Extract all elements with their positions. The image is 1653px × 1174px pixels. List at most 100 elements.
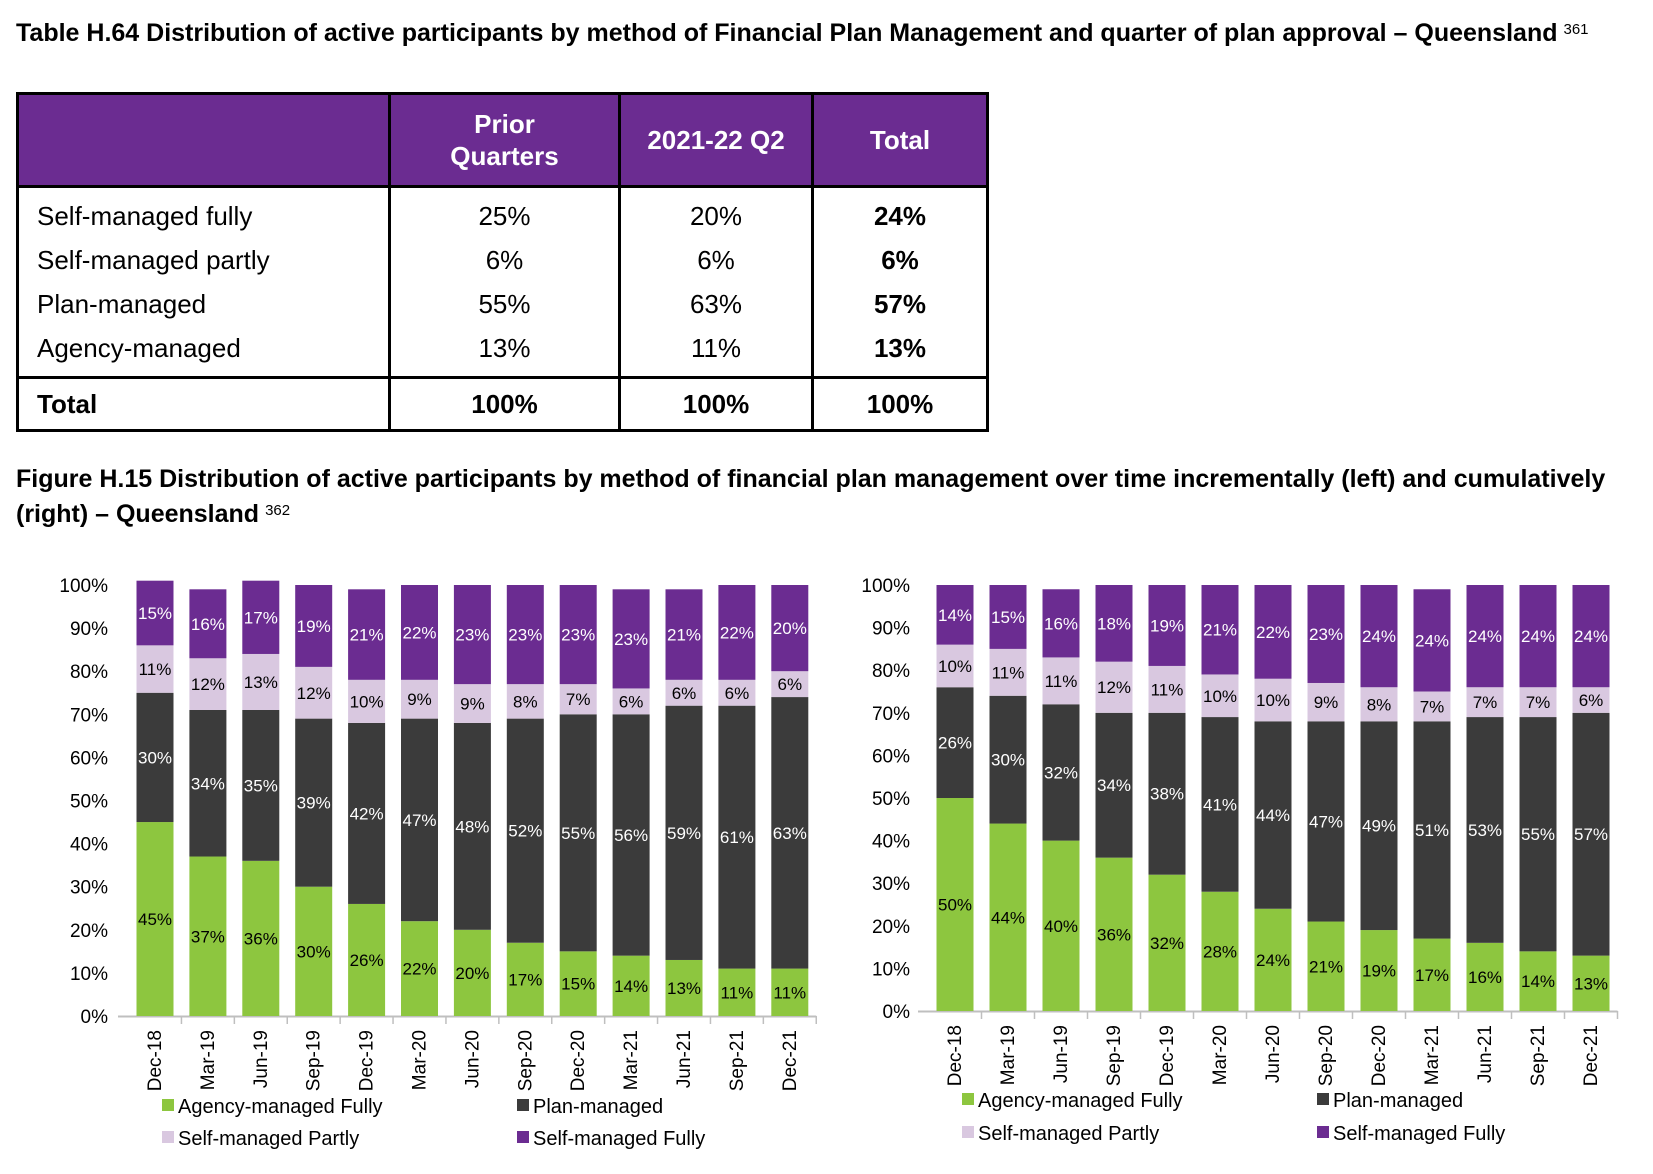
data-label: 57% [1574,825,1608,844]
bar-segment [1360,930,1398,1011]
data-label: 16% [1468,968,1502,987]
data-label: 7% [1420,697,1445,716]
legend-swatch [1317,1093,1329,1105]
data-label: 10% [1203,687,1237,706]
bar-segment [1360,687,1398,722]
data-label: 49% [1362,817,1396,836]
bar-segment [1148,585,1186,666]
bar-segment [665,589,703,680]
x-tick-label: Jun-19 [251,1030,272,1088]
data-label: 34% [191,774,225,793]
data-label: 52% [508,822,542,841]
y-tick-label: 90% [70,619,108,640]
cell-q2: 63% [618,282,814,326]
y-tick-label: 20% [872,917,910,938]
data-label: 38% [1150,785,1184,804]
x-tick-label: Dec-21 [1581,1025,1602,1086]
bar-segment [936,644,974,688]
legend-item: Self-managed Fully [1317,1123,1505,1145]
distribution-table: Prior Quarters 2021-22 Q2 Total Self-man… [16,92,989,432]
table-row: Self-managed partly 6% 6% 6% [16,238,989,282]
x-tick-label: Dec-19 [357,1030,378,1091]
data-label: 36% [244,929,278,948]
y-tick-label: 100% [59,576,108,597]
bar-segment [1572,585,1610,688]
data-label: 30% [297,942,331,961]
legend-item: Plan-managed [517,1096,663,1118]
data-label: 6% [1579,691,1604,710]
bar-segment [989,585,1027,649]
y-tick-label: 50% [872,789,910,810]
data-label: 24% [1468,627,1502,646]
data-label: 17% [1415,966,1449,985]
cell-total: 24% [811,186,989,238]
bar-segment [136,580,174,646]
bar-segment [989,648,1027,696]
data-label: 9% [460,695,485,714]
bar-segment [136,822,174,1016]
x-tick-label: Dec-18 [145,1030,166,1091]
data-label: 22% [402,623,436,642]
y-tick-label: 80% [872,661,910,682]
y-tick-label: 50% [70,792,108,813]
data-label: 12% [191,675,225,694]
bar-segment [242,653,280,710]
data-label: 11% [1045,672,1078,691]
data-label: 19% [1150,616,1184,635]
data-label: 9% [1314,693,1339,712]
x-tick-label: Sep-19 [304,1030,325,1091]
data-label: 47% [1309,812,1343,831]
bar-segment [1360,721,1398,931]
data-label: 32% [1150,934,1184,953]
x-tick-label: Mar-21 [621,1030,642,1090]
bar-segment [936,585,974,645]
data-label: 42% [350,804,384,823]
legend-label: Agency-managed Fully [178,1096,383,1118]
bar-segment [1095,857,1133,1011]
table-title: Table H.64 Distribution of active partic… [16,16,1616,51]
bar-segment [1148,874,1186,1011]
data-label: 14% [1521,972,1555,991]
y-tick-label: 60% [872,746,910,767]
cell-prior: 25% [388,186,621,238]
data-label: 19% [1362,962,1396,981]
data-label: 22% [1256,623,1290,642]
data-label: 11% [721,983,754,1002]
data-label: 11% [139,660,172,679]
x-tick-label: Jun-20 [1263,1025,1284,1083]
cell-total: 6% [811,238,989,282]
data-label: 47% [402,811,436,830]
y-tick-label: 10% [872,959,910,980]
bar-segment [1519,717,1557,952]
bar-segment [1572,712,1610,956]
data-label: 6% [725,684,750,703]
data-label: 8% [513,692,538,711]
data-label: 30% [991,751,1025,770]
bar-segment [401,679,438,719]
y-tick-label: 100% [861,576,910,597]
data-label: 45% [138,910,172,929]
cell-prior: 6% [388,238,621,282]
data-label: 7% [566,690,591,709]
bar-segment [453,585,491,685]
bar-segment [453,929,491,1016]
header-total: Total [811,92,989,188]
chart-cumulative: 0% 10% 20% 30% 40% 50% 60% 70% 80% 90% 100% 50% 26% 1… [861,576,1619,1145]
bar-segment [189,658,227,710]
bar-segment [665,705,703,960]
bar-segment [718,585,756,680]
data-label: 37% [191,927,225,946]
header-blank [16,92,391,188]
bar-segment [612,714,650,956]
data-label: 15% [138,604,172,623]
bar-segment [242,709,280,861]
data-label: 22% [402,960,436,979]
bar-segment [1519,951,1557,1011]
bar-segment [136,645,174,693]
data-label: 7% [1526,693,1551,712]
data-label: 16% [1044,614,1078,633]
header-prior-quarters-text: Prior Quarters [450,109,559,171]
data-label: 30% [138,748,172,767]
figure-title-text: Figure H.15 Distribution of active parti… [16,465,1606,528]
x-tick-label: Dec-20 [1369,1025,1390,1086]
